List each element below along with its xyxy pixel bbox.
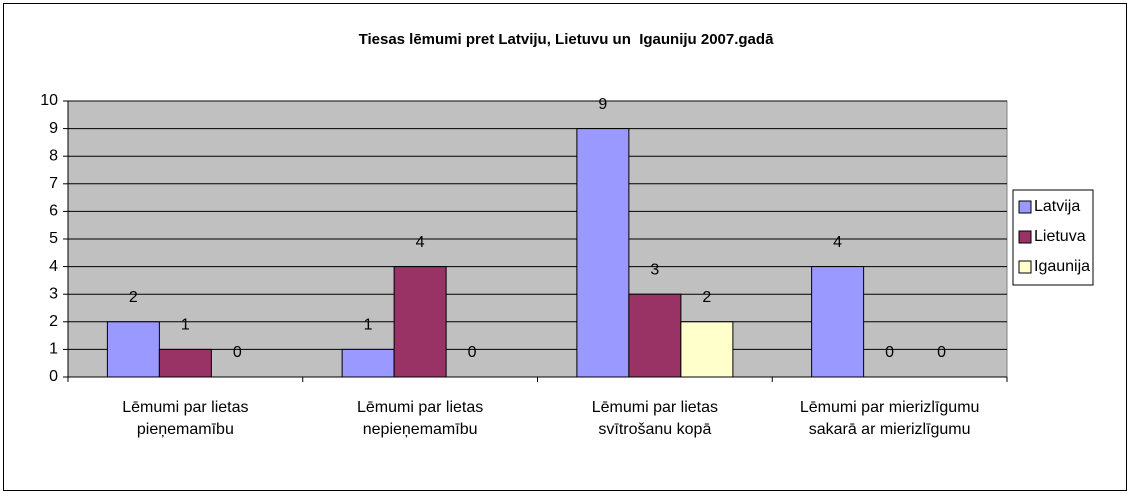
data-label: 4 [416, 234, 425, 251]
y-tick-label: 9 [49, 120, 58, 137]
data-label: 1 [181, 317, 190, 334]
bar [576, 128, 630, 378]
legend-label: Igaunija [1034, 258, 1090, 275]
y-tick-label: 5 [49, 230, 58, 247]
data-label: 2 [129, 289, 138, 306]
chart-title: Tiesas lēmumi pret Latviju, Lietuvu un I… [359, 31, 774, 48]
y-tick-label: 2 [49, 313, 58, 330]
data-label: 4 [833, 234, 842, 251]
bar [341, 348, 395, 378]
data-label: 0 [937, 344, 946, 361]
legend-label: Lietuva [1034, 228, 1086, 245]
legend-label: Latvija [1034, 198, 1080, 215]
y-tick-label: 8 [49, 147, 58, 164]
legend-swatch [1018, 260, 1032, 274]
legend-swatch [1018, 200, 1032, 214]
data-label: 2 [702, 289, 711, 306]
bar [158, 348, 212, 378]
x-tick-label: Lēmumi par lietas svītrošanu kopā [591, 399, 719, 438]
bar [106, 321, 160, 378]
y-tick-label: 1 [49, 341, 58, 358]
y-tick-label: 3 [49, 285, 58, 302]
x-tick-label: Lēmumi par lietas nepieņemamību [356, 399, 484, 438]
data-label: 9 [598, 96, 607, 113]
y-tick-label: 0 [49, 368, 58, 385]
y-tick-label: 4 [49, 258, 58, 275]
bar [393, 266, 447, 378]
bar [680, 321, 734, 378]
x-tick-label: Lēmumi par lietas pieņemamību [122, 399, 249, 438]
y-tick-label: 7 [49, 175, 58, 192]
bar [628, 293, 682, 378]
data-label: 3 [650, 261, 659, 278]
y-tick-label: 10 [40, 92, 58, 109]
data-label: 0 [233, 344, 242, 361]
data-label: 0 [885, 344, 894, 361]
data-label: 1 [364, 317, 373, 334]
legend-swatch [1018, 230, 1032, 244]
bar [811, 266, 865, 378]
data-label: 0 [468, 344, 477, 361]
y-tick-label: 6 [49, 203, 58, 220]
x-tick-label: Lēmumi par mierizlīgumu sakarā ar mieriz… [799, 399, 980, 438]
